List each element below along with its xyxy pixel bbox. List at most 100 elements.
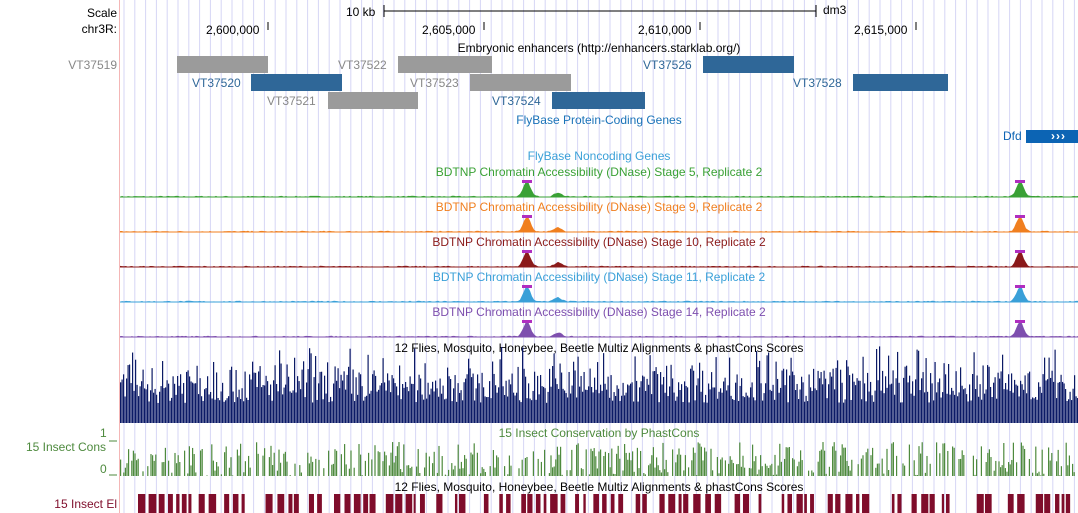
multiz-bar [726,390,728,423]
cons15-bar [1028,458,1030,476]
elements15-title[interactable]: 12 Flies, Mosquito, Honeybee, Beetle Mul… [394,480,804,494]
multiz-bar [919,390,921,423]
side-label-15-insect-cons[interactable]: 15 Insect Cons [25,440,106,454]
cons15-bar [374,445,376,476]
multiz-bar [513,392,515,423]
multiz-bar [840,369,842,423]
multiz-bar [750,387,752,423]
multiz-bar [198,394,200,423]
multiz-bar [1000,371,1002,423]
enhancer-label-vt37522[interactable]: VT37522 [338,58,387,72]
multiz-bar [1074,375,1076,423]
enhancer-label-vt37524[interactable]: VT37524 [492,94,541,108]
multiz-bar [489,381,491,423]
cons15-title[interactable]: 15 Insect Conservation by PhastCons [498,426,700,440]
multiz-bar [1075,396,1077,423]
multiz-bar [628,385,630,423]
multiz-bar [796,383,798,423]
enhancer-track-title[interactable]: Embryonic enhancers (http://enhancers.st… [457,41,741,55]
multiz-bar [978,396,980,423]
multiz-bar [565,393,567,423]
cons15-signal[interactable] [120,0,1078,513]
cons15-bar [360,454,362,476]
side-label-15-insect-el[interactable]: 15 Insect El [54,497,117,511]
elements15-blocks[interactable] [120,0,1078,513]
multiz-signal[interactable] [120,0,1078,513]
element-block [395,494,403,513]
multiz-bar [523,368,525,423]
multiz-bar [457,383,459,423]
track-area[interactable]: 10 kb dm3 2,600,000 2,605,000 2,610,000 … [120,0,1078,513]
multiz-bar [966,394,968,423]
dnase-title-stage10[interactable]: BDTNP Chromatin Accessibility (DNase) St… [432,235,766,249]
element-block [668,494,676,513]
cons15-bar [328,450,330,476]
multiz-bar [1020,380,1022,423]
multiz-bar [723,381,725,423]
cons15-bar [192,447,194,476]
noncoding-genes-title[interactable]: FlyBase Noncoding Genes [527,149,671,163]
multiz-bar [354,400,356,423]
gene-label-dfd[interactable]: Dfd [1003,129,1022,143]
dnase-signal-tracks[interactable] [120,0,1078,513]
multiz-bar [480,402,482,423]
cons15-bar [822,442,824,476]
enhancer-vt37521[interactable] [328,92,418,109]
enhancer-label-vt37520[interactable]: VT37520 [192,76,241,90]
enhancer-label-vt37521[interactable]: VT37521 [267,94,316,108]
multiz-bar [928,402,930,423]
multiz-bar [408,391,410,423]
multiz-bar [231,366,233,423]
element-block [277,494,285,513]
multiz-bar [1021,384,1023,423]
multiz-bar [475,388,477,423]
multiz-bar [388,380,390,423]
cons15-bar [1011,459,1013,476]
multiz-bar [886,387,888,423]
enhancer-label-vt37526[interactable]: VT37526 [643,58,692,72]
multiz-bar [762,400,764,423]
enhancer-vt37526[interactable] [703,56,794,73]
enhancer-label-vt37528[interactable]: VT37528 [793,76,842,90]
multiz-bar [123,374,125,423]
dnase-title-stage14[interactable]: BDTNP Chromatin Accessibility (DNase) St… [432,305,766,319]
multiz-bar [744,397,746,423]
multiz-bar [660,372,662,423]
enhancer-label-vt37523[interactable]: VT37523 [410,76,459,90]
multiz-bar [277,391,279,423]
multiz-bar [937,382,939,423]
coding-genes-title[interactable]: FlyBase Protein-Coding Genes [516,113,682,127]
enhancer-vt37522[interactable] [398,56,492,73]
cons15-bar [561,474,563,476]
multiz-bar [276,384,278,423]
multiz-bar [414,348,416,423]
multiz-title[interactable]: 12 Flies, Mosquito, Honeybee, Beetle Mul… [394,341,804,355]
multiz-bar [624,395,626,423]
multiz-bar [951,387,953,423]
cons15-bar [1057,449,1059,476]
multiz-bar [571,385,573,423]
element-block [734,494,741,513]
cons15-bar [340,454,342,476]
dnase-title-stage9[interactable]: BDTNP Chromatin Accessibility (DNase) St… [435,200,763,214]
side-label-vt37519[interactable]: VT37519 [68,58,117,72]
cons15-bar [153,460,155,476]
multiz-bar [859,380,861,423]
dnase-title-stage5[interactable]: BDTNP Chromatin Accessibility (DNase) St… [435,165,763,179]
dnase-title-stage11[interactable]: BDTNP Chromatin Accessibility (DNase) St… [432,270,766,284]
enhancer-vt37528[interactable] [853,74,948,91]
gene-dfd[interactable]: ››› [1026,129,1078,143]
enhancer-vt37519[interactable] [177,56,268,73]
element-block [1035,494,1044,513]
multiz-bar [526,398,528,423]
multiz-bar [901,402,903,423]
multiz-bar [207,376,209,423]
cons15-bar [777,465,779,476]
enhancer-vt37523[interactable] [470,74,571,91]
multiz-bar [126,378,128,423]
enhancer-vt37524[interactable] [552,92,645,109]
dnase-peak-cap [1015,285,1025,288]
multiz-bar [559,363,561,423]
element-block [176,494,180,513]
enhancer-vt37520[interactable] [251,74,342,91]
